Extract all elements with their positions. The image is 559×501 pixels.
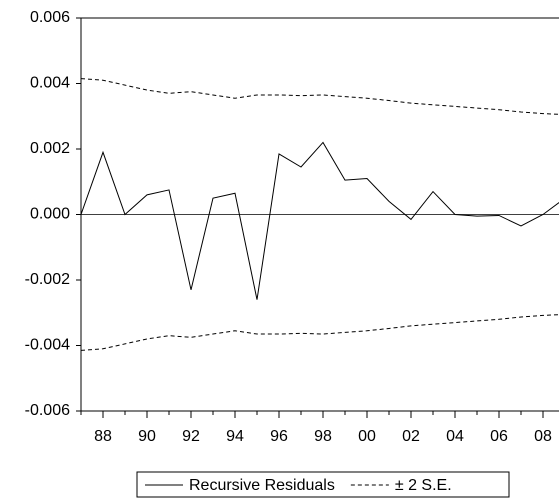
series-line: [81, 141, 559, 300]
y-tick-label: -0.004: [25, 337, 70, 354]
legend-box: [136, 471, 510, 498]
y-tick-label: 0.006: [30, 9, 70, 26]
plot-area: [81, 78, 559, 351]
x-tick-label: 88: [94, 428, 112, 445]
y-tick-label: 0.000: [30, 206, 70, 223]
x-tick-label: 00: [358, 428, 376, 445]
x-tick-label: 98: [314, 428, 332, 445]
series-line: [81, 314, 559, 351]
x-tick-label: 08: [534, 428, 552, 445]
y-tick-label: -0.002: [25, 271, 70, 288]
x-tick-label: 90: [138, 428, 156, 445]
x-tick-label: 06: [490, 428, 508, 445]
series-line: [81, 78, 559, 115]
x-tick-label: 04: [446, 428, 464, 445]
x-tick-label: 92: [182, 428, 200, 445]
x-tick-label: 02: [402, 428, 420, 445]
x-tick-label: 96: [270, 428, 288, 445]
y-tick-label: 0.004: [30, 75, 70, 92]
legend-label: Recursive Residuals: [189, 477, 335, 494]
y-tick-label: 0.002: [30, 140, 70, 157]
y-tick-label: -0.006: [25, 402, 70, 419]
legend-label: ± 2 S.E.: [395, 477, 452, 494]
x-tick-label: 94: [226, 428, 244, 445]
